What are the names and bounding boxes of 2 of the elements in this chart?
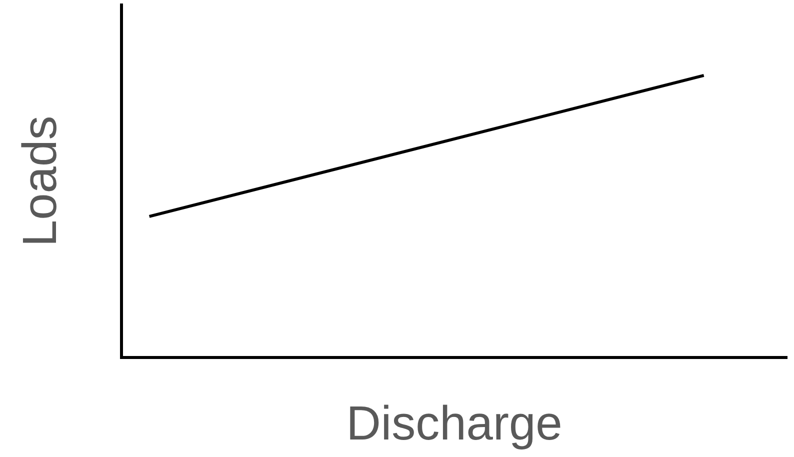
y-axis-title: Loads <box>14 116 68 247</box>
x-axis-title: Discharge <box>346 397 562 450</box>
